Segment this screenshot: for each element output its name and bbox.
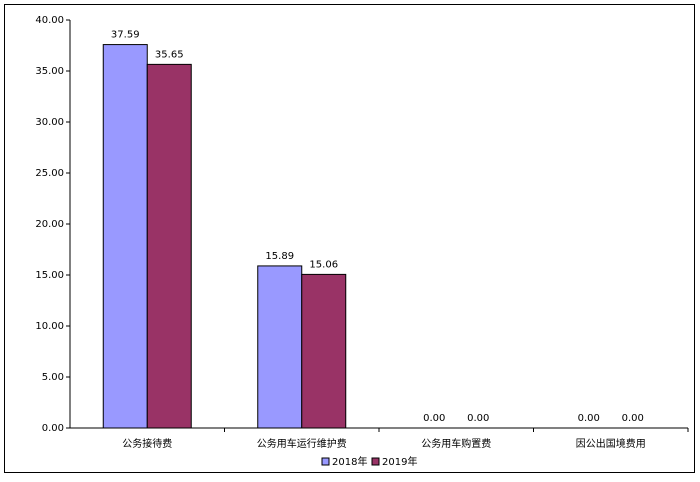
bar (102, 44, 148, 429)
bar (257, 265, 303, 429)
bar (146, 63, 192, 429)
legend-label: 2018年 (332, 455, 367, 468)
y-tick-label: 25.00 (35, 168, 64, 179)
y-tick-label: 40.00 (35, 15, 64, 26)
y-tick-label: 10.00 (35, 321, 64, 332)
value-label: 15.89 (265, 251, 294, 262)
chart-frame (4, 4, 695, 473)
legend-label: 2019年 (382, 455, 417, 468)
y-tick-label: 0.00 (42, 423, 64, 434)
x-tick-label: 公务接待费 (122, 437, 172, 450)
y-tick-label: 30.00 (35, 117, 64, 128)
legend-swatch (321, 457, 330, 466)
legend-swatch (371, 457, 380, 466)
value-label: 0.00 (622, 413, 644, 424)
value-label: 15.06 (309, 259, 338, 270)
x-tick-label: 公务用车购置费 (421, 437, 491, 450)
x-tick-label: 公务用车运行维护费 (257, 437, 347, 450)
value-label: 37.59 (111, 30, 140, 41)
y-tick-label: 35.00 (35, 66, 64, 77)
value-label: 35.65 (155, 49, 184, 60)
y-tick-label: 15.00 (35, 270, 64, 281)
bar (301, 273, 347, 429)
value-label: 0.00 (578, 413, 600, 424)
x-tick-label: 因公出国境费用 (576, 437, 646, 450)
value-label: 0.00 (467, 413, 489, 424)
value-label: 0.00 (423, 413, 445, 424)
y-tick-label: 5.00 (42, 372, 64, 383)
y-tick-label: 20.00 (35, 219, 64, 230)
